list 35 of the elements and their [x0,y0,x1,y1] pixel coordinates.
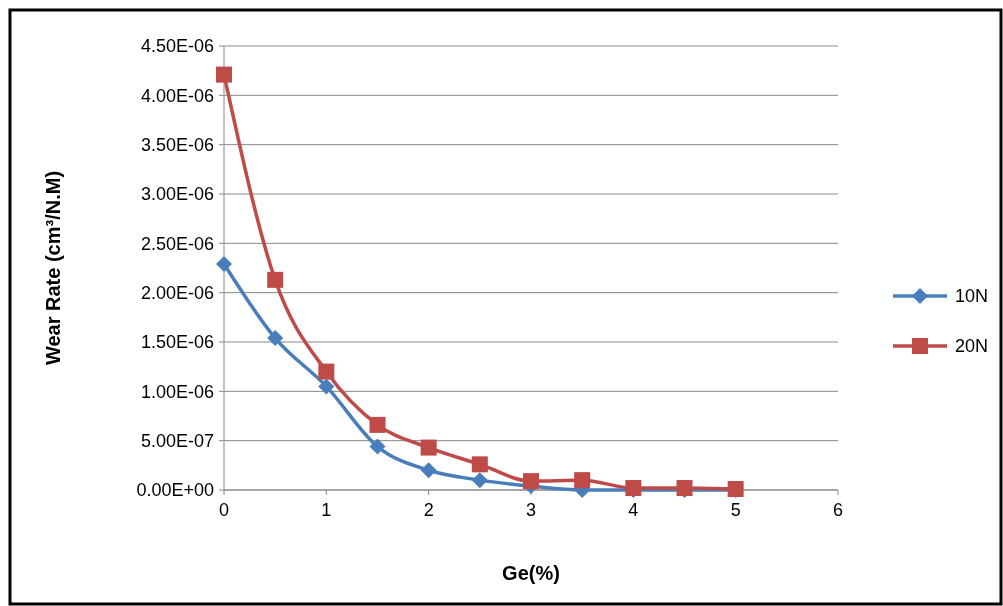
x-tick-label: 6 [832,500,844,520]
legend-label: 20N [955,336,989,357]
x-tick-label: 4 [628,500,639,520]
x-axis-title: Ge(%) [502,562,560,584]
x-tick-label: 3 [525,500,537,520]
point [574,472,591,489]
x-tick-label: 1 [321,500,332,520]
y-tick-label: 3.50E-06 [140,134,214,155]
y-tick-label: 1.50E-06 [140,332,214,353]
point [267,330,284,347]
y-tick-label: 4.00E-06 [140,85,214,106]
point [420,439,437,456]
y-tick-label: 2.00E-06 [140,282,214,303]
point [471,456,488,473]
point [267,271,284,288]
point [216,66,232,83]
point [471,472,488,489]
point [216,256,232,273]
y-tick-label: 0.00E+00 [136,480,214,501]
point [318,378,335,395]
point [523,473,539,490]
x-tick-label: 2 [423,500,434,520]
y-tick-label: 4.50E-06 [140,36,214,57]
point [369,438,386,455]
y-tick-label: 5.00E-07 [140,430,214,451]
x-tick-label: 5 [730,500,741,520]
point [420,462,437,479]
point [318,363,335,380]
y-tick-label: 3.00E-06 [140,184,214,205]
point [369,416,386,433]
y-tick-label: 2.50E-06 [140,233,214,254]
x-tick-label: 0 [218,500,230,520]
y-tick-label: 1.00E-06 [140,381,214,402]
legend-label: 10N [955,286,989,307]
y-axis-title: Wear Rate (cm³/N.M) [42,170,64,366]
